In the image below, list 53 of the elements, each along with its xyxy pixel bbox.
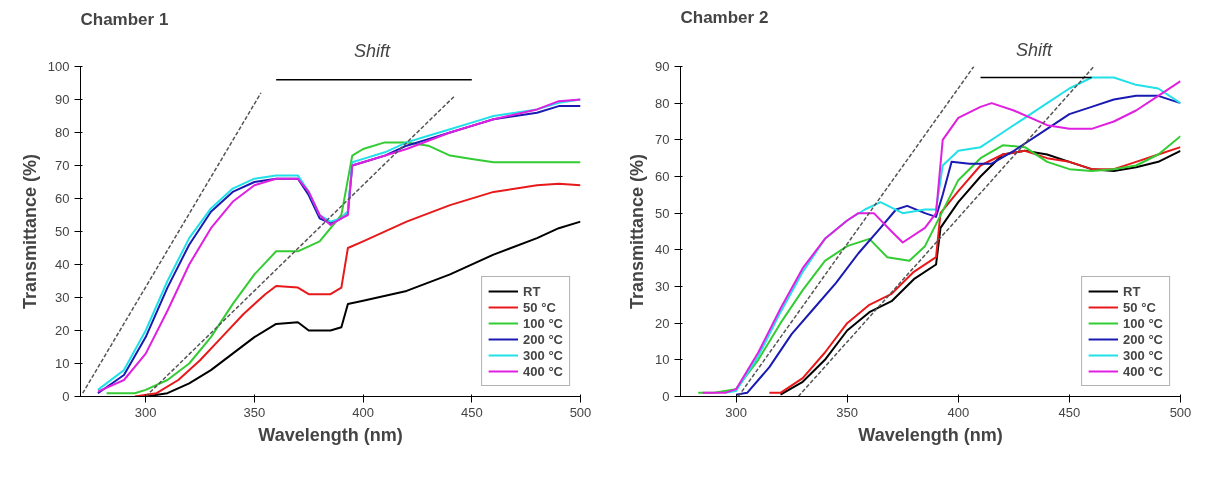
- x-tick-label: 450: [460, 404, 483, 420]
- y-tick-label: 20: [655, 315, 670, 331]
- line-series: [133, 182, 581, 397]
- y-tick-label: 10: [655, 352, 670, 368]
- y-tick-label: 70: [55, 158, 70, 173]
- y-tick-label: 80: [55, 125, 70, 140]
- y-tick-label: 0: [62, 389, 70, 404]
- legend-label: 50 °C: [1123, 299, 1156, 315]
- x-tick-label: 500: [1169, 404, 1192, 420]
- y-tick-label: 60: [55, 191, 70, 206]
- legend-label: 400 °C: [523, 363, 563, 379]
- legend-label: RT: [523, 283, 542, 299]
- legend-label: 100 °C: [1123, 315, 1163, 331]
- x-tick-label: 300: [725, 404, 747, 420]
- y-axis-title: Transmittance (%): [627, 153, 648, 310]
- annotation: Shift: [353, 41, 391, 62]
- y-tick-label: 90: [655, 59, 670, 74]
- y-tick-label: 100: [47, 59, 70, 74]
- y-tick-label: 0: [662, 389, 670, 404]
- legend-label: RT: [1123, 283, 1142, 299]
- annotation: Shift: [1016, 40, 1054, 60]
- x-tick-label: 350: [836, 404, 859, 420]
- y-tick-label: 70: [655, 132, 670, 148]
- y-tick-label: 60: [655, 169, 670, 184]
- x-tick-label: 300: [134, 404, 157, 420]
- legend-label: 300 °C: [1123, 347, 1163, 363]
- chart-title: Chamber 1: [80, 9, 169, 29]
- x-tick-label: 500: [569, 404, 592, 420]
- y-tick-label: 20: [55, 323, 70, 338]
- x-axis-title: Wavelength (nm): [858, 424, 1003, 445]
- legend-label: 50 °C: [523, 299, 556, 315]
- y-tick-label: 40: [655, 242, 670, 258]
- x-tick-label: 450: [1058, 404, 1081, 420]
- y-tick-label: 30: [655, 279, 670, 294]
- legend-label: 200 °C: [523, 331, 563, 347]
- y-tick-label: 50: [655, 205, 670, 221]
- y-tick-label: 50: [55, 224, 70, 239]
- x-tick-label: 350: [243, 404, 266, 420]
- y-tick-label: 80: [655, 95, 670, 111]
- x-tick-label: 400: [352, 404, 374, 420]
- y-tick-label: 10: [55, 356, 70, 371]
- y-tick-label: 40: [55, 257, 70, 272]
- y-axis-title: Transmittance (%): [19, 153, 40, 310]
- legend-label: 200 °C: [1123, 331, 1163, 347]
- y-tick-label: 30: [55, 290, 70, 305]
- x-tick-label: 400: [947, 404, 970, 420]
- x-axis-title: Wavelength (nm): [258, 424, 403, 445]
- line-series: [697, 135, 1181, 394]
- chart-title: Chamber 2: [680, 7, 769, 27]
- legend-label: 300 °C: [523, 347, 563, 363]
- y-tick-label: 90: [55, 92, 70, 107]
- legend-label: 400 °C: [1123, 363, 1163, 379]
- legend-label: 100 °C: [523, 315, 563, 331]
